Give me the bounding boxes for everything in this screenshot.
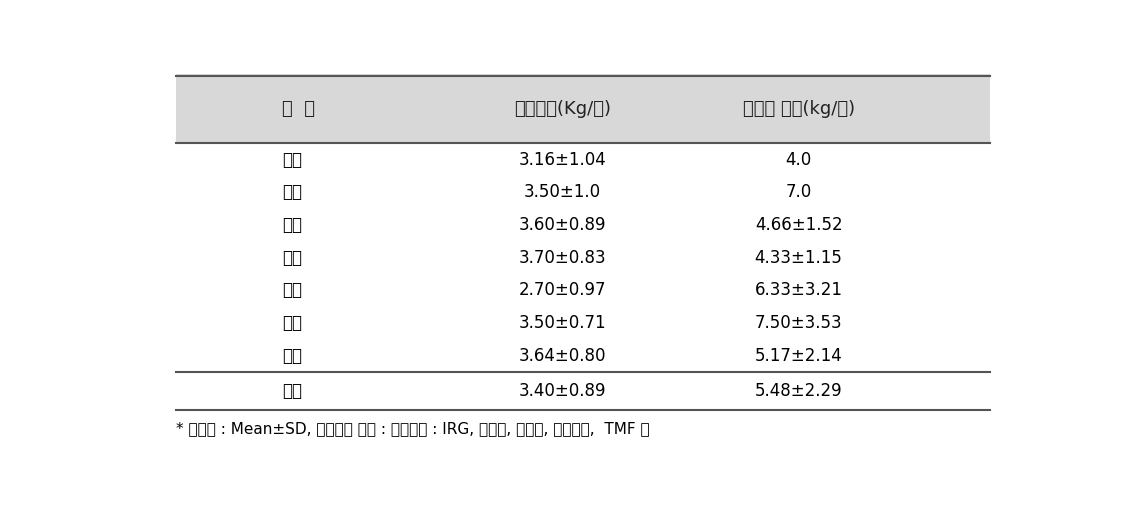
Text: 3.50±0.71: 3.50±0.71 xyxy=(519,314,606,332)
Bar xyxy=(176,74,990,143)
Text: 3.50±1.0: 3.50±1.0 xyxy=(524,183,602,201)
Text: 조사료 급여(kg/일): 조사료 급여(kg/일) xyxy=(743,100,855,118)
Text: 6.33±3.21: 6.33±3.21 xyxy=(754,281,842,299)
Text: 충북: 충북 xyxy=(282,347,301,364)
Text: 7.0: 7.0 xyxy=(786,183,812,201)
Text: 7.50±3.53: 7.50±3.53 xyxy=(755,314,842,332)
Text: 경기: 경기 xyxy=(282,183,301,201)
Text: 경남: 경남 xyxy=(282,216,301,234)
Text: 3.64±0.80: 3.64±0.80 xyxy=(519,347,606,364)
Text: 배합사료(Kg/일): 배합사료(Kg/일) xyxy=(514,100,611,118)
Text: * 급여량 : Mean±SD, 건초급여 종류 : 수입건초 : IRG, 티모시, 알팔파, 톨페스큐,  TMF 등: * 급여량 : Mean±SD, 건초급여 종류 : 수입건초 : IRG, 티… xyxy=(176,421,650,436)
Text: 평균: 평균 xyxy=(282,382,301,400)
Text: 3.60±0.89: 3.60±0.89 xyxy=(519,216,606,234)
Text: 3.16±1.04: 3.16±1.04 xyxy=(518,151,606,169)
Text: 강원: 강원 xyxy=(282,151,301,169)
Text: 경북: 경북 xyxy=(282,249,301,267)
Text: 3.70±0.83: 3.70±0.83 xyxy=(519,249,606,267)
Text: 구  분: 구 분 xyxy=(282,100,315,118)
Text: 4.0: 4.0 xyxy=(786,151,812,169)
Text: 5.17±2.14: 5.17±2.14 xyxy=(755,347,842,364)
Text: 4.33±1.15: 4.33±1.15 xyxy=(754,249,842,267)
Text: 4.66±1.52: 4.66±1.52 xyxy=(755,216,842,234)
Text: 5.48±2.29: 5.48±2.29 xyxy=(755,382,842,400)
Text: 2.70±0.97: 2.70±0.97 xyxy=(519,281,606,299)
Text: 전남: 전남 xyxy=(282,281,301,299)
Text: 전북: 전북 xyxy=(282,314,301,332)
Text: 3.40±0.89: 3.40±0.89 xyxy=(519,382,606,400)
